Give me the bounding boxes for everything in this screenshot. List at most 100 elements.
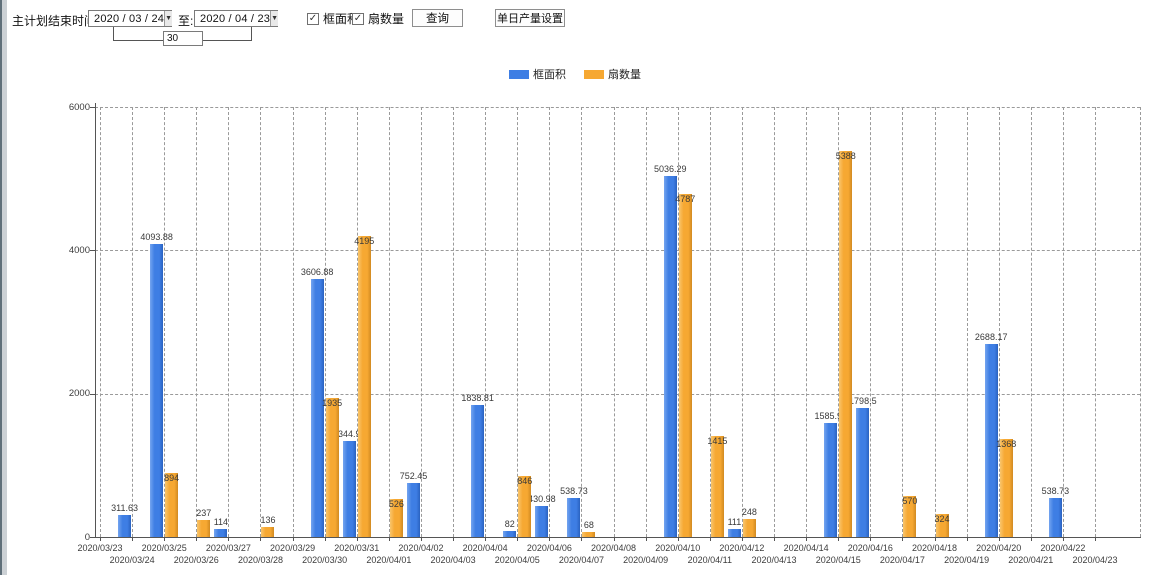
query-button[interactable]: 查询 <box>412 9 463 27</box>
x-tick-label: 2020/03/27 <box>205 543 251 553</box>
x-tick <box>485 537 487 541</box>
x-gridline <box>870 107 872 537</box>
chart-legend: 框面积 扇数量 <box>0 66 1150 82</box>
x-tick <box>1062 537 1064 541</box>
x-tick-label: 2020/04/23 <box>1072 555 1118 565</box>
bar <box>535 506 549 537</box>
bar-value-label: 846 <box>517 476 533 486</box>
x-tick-label: 2020/04/01 <box>366 555 412 565</box>
bar <box>856 408 870 537</box>
x-gridline <box>645 107 647 537</box>
x-tick-label: 2020/04/14 <box>783 543 829 553</box>
x-tick <box>806 537 808 541</box>
chevron-down-icon[interactable]: ▼ <box>164 11 173 26</box>
x-gridline <box>164 107 166 537</box>
bar-value-label: 5388 <box>835 151 856 161</box>
x-gridline <box>356 107 358 537</box>
bar-value-label: 111 <box>727 517 742 527</box>
bar-value-label: 1798.5 <box>849 396 877 406</box>
x-tick-label: 2020/04/10 <box>655 543 701 553</box>
bar <box>150 244 164 537</box>
date-to-value: 2020 / 04 / 23 <box>200 12 271 25</box>
x-tick-label: 2020/04/06 <box>526 543 572 553</box>
bar-value-label: 538.73 <box>1041 486 1070 496</box>
legend-label: 扇数量 <box>608 69 641 81</box>
bar <box>406 483 420 537</box>
bar-value-label: 4195 <box>354 236 375 246</box>
to-label: 至: <box>178 14 194 28</box>
x-tick <box>549 537 551 541</box>
bar-value-label: 68 <box>583 520 594 530</box>
x-tick <box>998 537 1000 541</box>
x-tick <box>260 537 262 541</box>
x-gridline <box>420 107 422 537</box>
x-tick-label: 2020/04/19 <box>944 555 990 565</box>
daily-production-settings-button[interactable]: 单日产量设置 <box>495 9 565 27</box>
frame-area-checkbox[interactable]: ✓ 框面积 <box>307 10 359 27</box>
bar <box>999 439 1013 537</box>
x-gridline <box>741 107 743 537</box>
bar <box>214 529 228 537</box>
bar-value-label: 1415 <box>707 436 728 446</box>
x-tick-label: 2020/04/09 <box>623 555 669 565</box>
bar <box>165 473 179 537</box>
x-tick-label: 2020/04/22 <box>1040 543 1086 553</box>
x-gridline <box>934 107 936 537</box>
y-tick <box>90 250 95 252</box>
bar <box>582 532 596 537</box>
check-icon[interactable]: ✓ <box>307 12 319 25</box>
x-gridline <box>324 107 326 537</box>
x-tick-label: 2020/04/12 <box>719 543 765 553</box>
connector-line-right <box>203 27 252 41</box>
bar <box>839 151 853 537</box>
legend-frame-area: 框面积 <box>509 66 566 82</box>
frame-area-checkbox-label: 框面积 <box>323 12 360 26</box>
bar-value-label: 570 <box>902 496 918 506</box>
bar <box>984 344 998 537</box>
bar-value-label: 4093.88 <box>140 232 173 242</box>
x-gridline <box>998 107 1000 537</box>
bar-value-label: 4787 <box>675 194 696 204</box>
x-gridline <box>613 107 615 537</box>
bar-value-label: 538.73 <box>560 486 588 496</box>
y-tick-label: 0 <box>84 531 90 543</box>
date-from-value: 2020 / 03 / 24 <box>94 12 165 25</box>
legend-fan-count: 扇数量 <box>584 66 641 82</box>
bar-value-label: 3606.88 <box>300 267 334 277</box>
x-axis-line <box>95 537 1141 538</box>
plan-end-time-label: 主计划结束时间: <box>12 14 100 28</box>
y-tick-label: 2000 <box>68 388 90 400</box>
x-tick-label: 2020/03/23 <box>77 543 123 553</box>
bar <box>342 441 356 537</box>
x-gridline <box>709 107 711 537</box>
x-gridline <box>677 107 679 537</box>
x-gridline <box>1062 107 1064 537</box>
date-to-picker[interactable]: 2020 / 04 / 23 ▼ <box>194 10 279 27</box>
x-tick <box>677 537 679 541</box>
y-axis-line <box>95 103 96 537</box>
x-tick <box>292 537 294 541</box>
bar <box>727 529 741 537</box>
x-tick <box>100 537 101 541</box>
x-tick-label: 2020/04/16 <box>847 543 893 553</box>
x-tick <box>453 537 455 541</box>
date-from-picker[interactable]: 2020 / 03 / 24 ▼ <box>88 10 173 27</box>
x-tick <box>1095 537 1096 541</box>
check-icon[interactable]: ✓ <box>352 12 364 25</box>
days-interval-input[interactable]: 30 <box>163 31 203 46</box>
bar <box>503 531 517 537</box>
x-tick <box>902 537 904 541</box>
chevron-down-icon[interactable]: ▼ <box>270 11 279 26</box>
x-tick-label: 2020/03/25 <box>141 543 187 553</box>
fan-count-checkbox[interactable]: ✓ 扇数量 <box>352 10 404 27</box>
bar-value-label: 430.98 <box>528 494 556 504</box>
x-tick-label: 2020/03/29 <box>270 543 316 553</box>
y-tick <box>90 107 95 108</box>
x-gridline <box>228 107 230 537</box>
x-gridline <box>838 107 840 537</box>
bar-value-label: 1344.95 <box>332 429 366 439</box>
x-tick-label: 2020/04/03 <box>430 555 476 565</box>
legend-swatch-orange <box>584 69 604 79</box>
